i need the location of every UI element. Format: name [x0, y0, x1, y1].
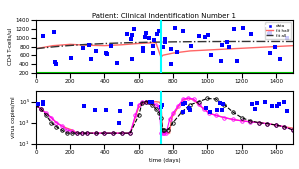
Point	[82, 105, 86, 108]
Point	[93, 50, 98, 53]
Point	[197, 34, 202, 37]
Point	[128, 38, 133, 40]
Point	[163, 37, 167, 40]
Point	[218, 102, 223, 105]
Point	[143, 36, 147, 38]
Point	[92, 108, 97, 111]
Point	[162, 41, 167, 43]
Point	[152, 38, 157, 41]
Point	[208, 111, 213, 114]
Point	[147, 36, 152, 39]
Point	[277, 103, 281, 106]
Point	[281, 101, 286, 103]
Point	[89, 58, 94, 61]
Point	[40, 102, 45, 105]
Point	[81, 47, 86, 50]
Point	[103, 51, 108, 54]
Point	[267, 52, 272, 54]
Point	[180, 111, 185, 113]
Point	[54, 63, 59, 65]
Point	[221, 103, 225, 105]
Point	[231, 28, 236, 30]
Point	[203, 36, 208, 39]
Point	[234, 59, 239, 62]
Point	[285, 37, 290, 40]
Point	[159, 105, 164, 108]
Point	[140, 49, 145, 52]
Point	[108, 45, 113, 48]
Point	[175, 51, 180, 53]
Point	[187, 106, 191, 109]
Point	[117, 121, 122, 124]
Point	[240, 27, 245, 30]
Point	[188, 45, 193, 47]
Legend: data, fit half, fit all: data, fit half, fit all	[265, 22, 291, 40]
Point	[132, 28, 137, 30]
Y-axis label: virus copies/ml: virus copies/ml	[11, 97, 16, 138]
Point	[104, 109, 109, 112]
Point	[53, 61, 58, 63]
Point	[168, 62, 173, 65]
Point	[267, 32, 271, 35]
Point	[141, 47, 145, 50]
Point	[219, 60, 223, 63]
Point	[219, 108, 224, 111]
Point	[115, 61, 120, 64]
X-axis label: time (days): time (days)	[149, 158, 180, 163]
Point	[41, 35, 45, 38]
Point	[172, 27, 177, 30]
Point	[275, 104, 280, 107]
Y-axis label: CD4 T-cells/ul: CD4 T-cells/ul	[8, 28, 13, 65]
Point	[263, 101, 267, 104]
Point	[183, 102, 187, 105]
Point	[249, 103, 254, 105]
Point	[220, 43, 225, 46]
Title: Patient: Clinical Indentification Number 1: Patient: Clinical Indentification Number…	[92, 13, 237, 18]
Point	[208, 54, 213, 57]
Point	[188, 108, 193, 111]
Point	[252, 107, 257, 110]
Point	[41, 100, 45, 103]
Point	[273, 45, 278, 48]
Point	[129, 57, 134, 60]
Point	[125, 33, 129, 36]
Point	[268, 31, 272, 34]
Point	[157, 30, 161, 32]
Point	[204, 106, 208, 109]
Point	[51, 31, 56, 34]
Point	[144, 32, 148, 35]
Point	[181, 30, 186, 33]
Point	[105, 52, 110, 55]
Point	[169, 47, 173, 50]
Point	[150, 101, 155, 103]
Point	[180, 103, 185, 106]
Point	[154, 33, 159, 36]
Point	[215, 108, 219, 111]
Point	[270, 104, 274, 107]
Point	[160, 46, 165, 48]
Point	[129, 102, 134, 105]
Point	[160, 103, 164, 106]
Point	[150, 45, 155, 48]
Point	[249, 33, 254, 36]
Point	[278, 58, 283, 60]
Point	[36, 102, 40, 105]
Point	[150, 51, 155, 54]
Point	[285, 110, 290, 112]
Point	[130, 34, 135, 37]
Point	[255, 101, 260, 104]
Point	[68, 56, 73, 59]
Point	[224, 40, 229, 43]
Point	[117, 110, 122, 112]
Point	[227, 46, 231, 49]
Point	[148, 101, 152, 104]
Point	[206, 34, 210, 37]
Point	[87, 43, 91, 46]
